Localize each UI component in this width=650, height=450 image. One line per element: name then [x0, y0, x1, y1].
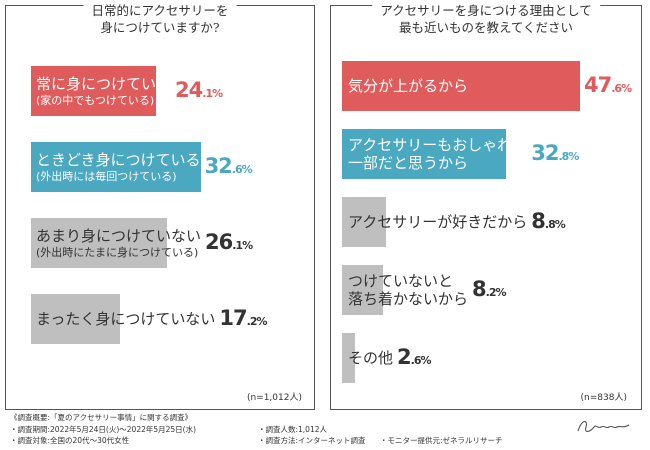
right-bar-value-percent-3: % — [554, 218, 566, 231]
right-bar-1 — [342, 61, 580, 111]
survey-target: ・調査対象:全国の20代〜30代女性 — [10, 436, 130, 445]
left-bar-4 — [31, 294, 121, 344]
left-chart-panel: 日常的にアクセサリーを 身につけていますか? (n=1,012人) 常に身につけ… — [5, 2, 315, 410]
right-bar-value-percent-4: % — [495, 286, 506, 299]
left-bar-value-percent-2: % — [241, 163, 253, 176]
left-bar-value-decimal-4: .2 — [246, 315, 258, 328]
left-bar-value-percent-1: % — [212, 87, 223, 100]
right-chart-title-line-1: アクセサリーを身につける理由として — [380, 3, 592, 18]
right-bar-label-sub-4: 落ち着かないから — [348, 290, 469, 308]
right-bar-value-5: 2.6% — [397, 345, 432, 369]
left-chart-title-line-1: 日常的にアクセサリーを — [91, 3, 229, 18]
left-bar-value-number-1: 24 — [175, 78, 203, 102]
monitor-provider: ・モニター提供元:ゼネラルリサーチ — [380, 436, 503, 445]
right-bar-value-number-1: 47 — [584, 73, 612, 97]
left-bar-label-main-2: ときどき身につけている — [36, 150, 201, 169]
right-bar-label-main-3: アクセサリーが好きだから — [348, 213, 528, 231]
right-bar-label-1: 気分が上がるから — [348, 77, 468, 95]
right-chart-panel: アクセサリーを身につける理由として 最も近いものを教えてください (n=838人… — [330, 2, 642, 410]
right-bar-label-sub-2: 一部だと思うから — [348, 154, 469, 172]
left-bar-label-main-4: まったく身につけていない — [36, 310, 216, 328]
right-bar-value-3: 8.8% — [531, 209, 566, 233]
left-bar-label-1: 常に身につけている (家の中でもつけている) — [36, 75, 171, 108]
survey-period: ・調査期間:2022年5月24日(火)〜2022年5月25日(水) — [10, 425, 197, 434]
left-bar-label-sub-3: (外出時にたまに身につけている) — [36, 245, 199, 259]
right-bar-value-1: 47.6% — [584, 73, 632, 97]
right-bar-value-decimal-1: .6 — [611, 82, 622, 95]
right-bar-label-main-2: アクセサリーもおしゃれの — [348, 136, 528, 154]
right-bar-value-decimal-2: .8 — [558, 150, 570, 163]
right-bar-label-5: その他 — [348, 349, 393, 367]
left-bar-value-number-2: 32 — [204, 154, 233, 178]
left-bar-value-decimal-3: .1 — [232, 239, 243, 252]
right-bar-3 — [342, 197, 386, 247]
left-bar-label-main-3: あまり身につけていない — [36, 226, 202, 245]
left-bar-value-3: 26.1% — [205, 230, 253, 254]
survey-count: ・調査人数:1,012人 — [258, 425, 327, 434]
right-bar-4 — [342, 265, 383, 315]
left-bar-value-number-3: 26 — [205, 230, 233, 254]
left-bar-label-4: まったく身につけていない — [36, 310, 215, 328]
right-chart-title-line-2: 最も近いものを教えてください — [398, 20, 574, 35]
right-sample-size-note: (n=838人) — [580, 393, 627, 403]
right-bar-label-3: アクセサリーが好きだから — [348, 213, 527, 231]
right-bar-value-2: 32.8% — [531, 141, 579, 165]
right-bar-value-number-4: 8 — [472, 277, 487, 301]
left-bar-label-2: ときどき身につけている (外出時には毎回つけている) — [36, 151, 201, 184]
right-bar-label-main-5: その他 — [348, 349, 394, 367]
left-bar-value-percent-3: % — [242, 239, 253, 252]
left-bar-value-1: 24.1% — [175, 78, 223, 102]
left-bar-1 — [31, 66, 157, 116]
right-bar-label-main-4: つけていないと — [348, 272, 454, 290]
right-bar-value-percent-5: % — [420, 354, 431, 367]
right-bar-2 — [342, 129, 506, 179]
left-bar-value-percent-4: % — [256, 315, 267, 328]
survey-method: ・調査方法:インターネット調査 — [258, 436, 366, 445]
right-bar-value-number-5: 2 — [397, 345, 412, 369]
right-bar-value-number-3: 8 — [531, 209, 546, 233]
right-bar-label-main-1: 気分が上がるから — [348, 77, 469, 95]
right-bar-value-4: 8.2% — [472, 277, 507, 301]
left-bar-value-number-4: 17 — [219, 306, 247, 330]
survey-overview: 《調査概要:「夏のアクセサリー事情」に関する調査》 — [10, 413, 193, 422]
left-bar-value-decimal-1: .1 — [202, 87, 213, 100]
left-chart-title-line-2: 身につけていますか? — [100, 20, 220, 35]
right-bar-value-number-2: 32 — [531, 141, 559, 165]
left-bar-value-2: 32.6% — [204, 154, 253, 178]
left-bar-2 — [31, 142, 201, 192]
left-bar-label-3: あまり身につけていない (外出時にたまに身につけている) — [36, 227, 201, 260]
left-bar-3 — [31, 218, 167, 268]
right-bar-value-decimal-5: .6 — [410, 354, 422, 367]
left-bar-label-sub-2: (外出時には毎回つけている) — [36, 169, 177, 183]
signature-logo — [577, 420, 630, 433]
right-bar-label-2: アクセサリーもおしゃれの 一部だと思うから — [348, 136, 527, 172]
right-bar-5 — [342, 333, 355, 383]
left-bar-label-main-1: 常に身につけている — [36, 74, 172, 93]
left-bar-value-4: 17.2% — [219, 306, 267, 330]
right-bar-value-decimal-3: .8 — [544, 218, 556, 231]
left-chart-title: 日常的にアクセサリーを 身につけていますか? — [83, 2, 237, 36]
left-bar-label-sub-1: (家の中でもつけている) — [36, 93, 155, 107]
left-bar-value-decimal-2: .6 — [231, 163, 243, 176]
right-bar-value-percent-1: % — [621, 82, 632, 95]
right-bar-label-4: つけていないと 落ち着かないから — [348, 272, 468, 308]
right-bar-value-decimal-4: .2 — [485, 286, 497, 299]
right-chart-title: アクセサリーを身につける理由として 最も近いものを教えてください — [372, 2, 600, 36]
right-bar-value-percent-2: % — [568, 150, 579, 163]
left-sample-size-note: (n=1,012人) — [246, 393, 302, 403]
